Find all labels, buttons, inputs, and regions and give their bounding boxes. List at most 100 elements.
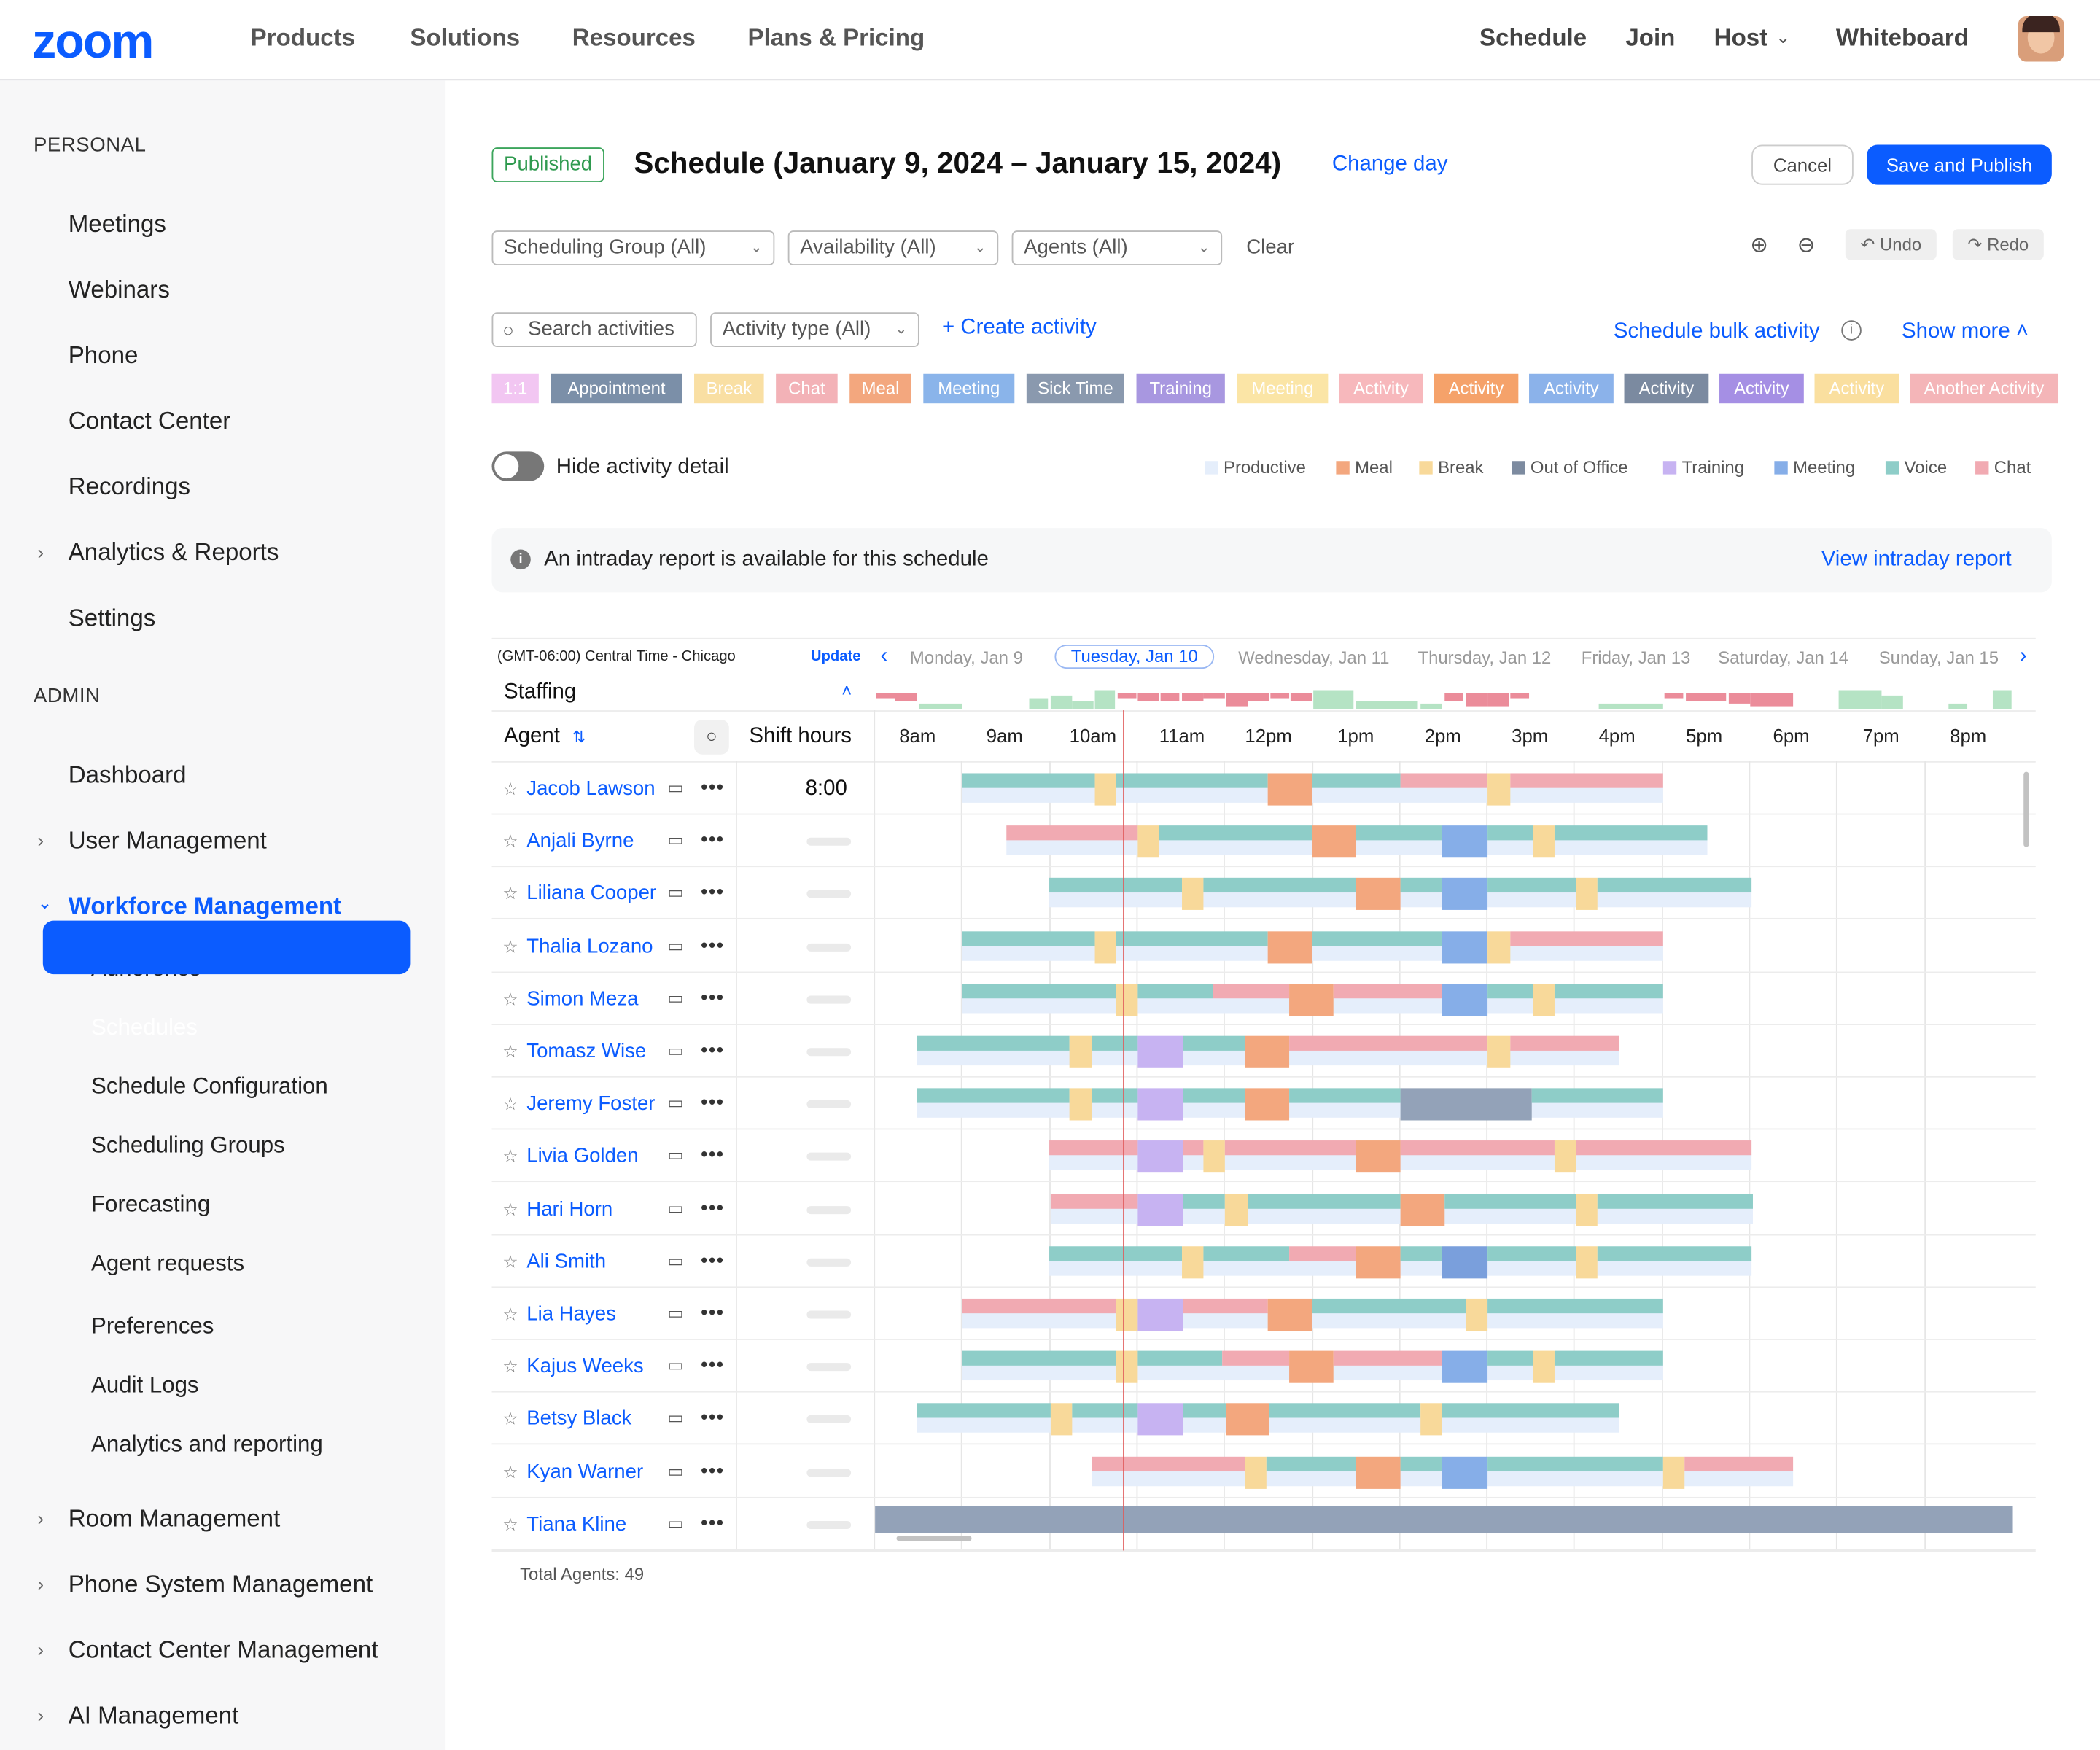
avatar[interactable] xyxy=(2018,16,2064,62)
star-icon[interactable]: ☆ xyxy=(502,1356,518,1377)
activity-segment[interactable] xyxy=(1116,983,1138,1016)
activity-segment[interactable] xyxy=(1662,1456,1685,1489)
activity-segment[interactable] xyxy=(1049,1140,1138,1156)
activity-segment[interactable] xyxy=(1333,983,1442,998)
activity-segment[interactable] xyxy=(1183,1140,1204,1156)
sidebar-item-workforce-management[interactable]: Workforce Management xyxy=(68,892,342,919)
activity-segment[interactable] xyxy=(1183,1193,1225,1209)
activity-segment[interactable] xyxy=(1049,1245,1183,1261)
chat-icon[interactable]: ▭ xyxy=(667,987,684,1008)
agents-select[interactable]: Agents (All) ⌄ xyxy=(1011,230,1223,265)
activity-segment[interactable] xyxy=(1222,1350,1290,1366)
chevron-right-icon[interactable]: › xyxy=(37,1638,44,1661)
scheduling-group-select[interactable]: Scheduling Group (All) ⌄ xyxy=(491,230,775,265)
activity-segment[interactable] xyxy=(1069,1035,1092,1068)
chat-icon[interactable]: ▭ xyxy=(667,830,684,850)
activity-segment[interactable] xyxy=(1183,1088,1245,1103)
shift-hours-value[interactable]: 8:00 xyxy=(805,777,847,801)
activity-segment[interactable] xyxy=(1138,825,1159,858)
activity-segment[interactable] xyxy=(1420,1403,1442,1436)
more-icon[interactable]: ••• xyxy=(701,776,725,798)
day-saturday[interactable]: Saturday, Jan 14 xyxy=(1718,647,1849,668)
activity-segment[interactable] xyxy=(917,1088,1070,1103)
agent-name[interactable]: Kajus Weeks xyxy=(526,1355,644,1378)
activity-segment[interactable] xyxy=(1092,1088,1138,1103)
search-icon[interactable]: ○ xyxy=(694,719,729,755)
agent-column-header[interactable]: Agent xyxy=(504,725,560,748)
activity-segment[interactable] xyxy=(1576,878,1598,911)
chevron-right-icon[interactable]: › xyxy=(37,541,44,563)
chat-icon[interactable]: ▭ xyxy=(667,1250,684,1270)
activity-segment[interactable] xyxy=(1312,1298,1466,1314)
info-icon[interactable]: i xyxy=(1841,320,1862,341)
sidebar-item-phone[interactable]: Phone xyxy=(68,341,139,369)
agent-name[interactable]: Anjali Byrne xyxy=(526,830,634,853)
chat-icon[interactable]: ▭ xyxy=(667,1355,684,1376)
star-icon[interactable]: ☆ xyxy=(502,1094,518,1114)
sidebar-item-settings[interactable]: Settings xyxy=(68,604,156,631)
agent-name[interactable]: Hari Horn xyxy=(526,1197,613,1221)
activity-segment[interactable] xyxy=(1006,825,1138,841)
sidebar-item-contact-center[interactable]: Contact Center xyxy=(68,407,231,435)
activity-segment[interactable] xyxy=(1245,1088,1290,1121)
agent-name[interactable]: Thalia Lozano xyxy=(526,935,653,958)
activity-segment[interactable] xyxy=(1182,1245,1204,1278)
activity-segment[interactable] xyxy=(1356,878,1401,911)
activity-segment[interactable] xyxy=(1400,773,1488,788)
activity-segment[interactable] xyxy=(1576,1193,1598,1226)
activity-segment[interactable] xyxy=(1510,773,1663,788)
activity-segment[interactable] xyxy=(1289,983,1334,1016)
chat-icon[interactable]: ▭ xyxy=(667,1512,684,1533)
sidebar-item-contact-center-management[interactable]: Contact Center Management xyxy=(68,1636,378,1663)
activity-segment[interactable] xyxy=(1554,1140,1576,1173)
activity-segment[interactable] xyxy=(1554,1350,1663,1366)
activity-segment[interactable] xyxy=(1138,1350,1223,1366)
activity-segment[interactable] xyxy=(1138,1298,1183,1331)
activity-segment[interactable] xyxy=(1356,1456,1401,1489)
activity-segment[interactable] xyxy=(1289,1035,1488,1051)
activity-segment[interactable] xyxy=(1442,1403,1619,1419)
sidebar-item-forecasting[interactable]: Forecasting xyxy=(90,1191,211,1217)
chat-icon[interactable]: ▭ xyxy=(667,1407,684,1428)
activity-segment[interactable] xyxy=(1050,1193,1138,1209)
activity-segment[interactable] xyxy=(1116,773,1268,788)
activity-segment[interactable] xyxy=(1597,878,1752,893)
sidebar-item-agent-requests[interactable]: Agent requests xyxy=(90,1250,245,1276)
activity-segment[interactable] xyxy=(1488,1245,1576,1261)
star-icon[interactable]: ☆ xyxy=(502,1199,518,1219)
activity-segment[interactable] xyxy=(1488,1456,1663,1471)
activity-segment[interactable] xyxy=(962,1298,1116,1314)
sidebar-item-schedule-configuration[interactable]: Schedule Configuration xyxy=(90,1073,328,1100)
agent-name[interactable]: Livia Golden xyxy=(526,1145,639,1168)
activity-segment[interactable] xyxy=(1442,1456,1488,1489)
activity-segment[interactable] xyxy=(1312,825,1356,858)
star-icon[interactable]: ☆ xyxy=(502,936,518,957)
activity-segment[interactable] xyxy=(1138,1140,1183,1173)
activity-tag[interactable]: Sick Time xyxy=(1026,373,1124,404)
sidebar-item-analytics-reports[interactable]: Analytics & Reports xyxy=(68,538,279,566)
day-tuesday-selected[interactable]: Tuesday, Jan 10 xyxy=(1054,645,1215,669)
activity-segment[interactable] xyxy=(1466,1298,1488,1331)
nav-whiteboard[interactable]: Whiteboard xyxy=(1835,24,1969,51)
activity-segment[interactable] xyxy=(1289,1088,1401,1103)
activity-tag[interactable]: Another Activity xyxy=(1910,373,2059,404)
agent-name[interactable]: Jeremy Foster xyxy=(526,1092,656,1116)
activity-segment[interactable] xyxy=(1533,1350,1555,1384)
activity-segment[interactable] xyxy=(1050,1403,1073,1436)
activity-segment[interactable] xyxy=(1488,878,1576,893)
activity-segment[interactable] xyxy=(1267,773,1312,806)
activity-segment[interactable] xyxy=(1488,1350,1533,1366)
activity-segment[interactable] xyxy=(1312,930,1442,946)
star-icon[interactable]: ☆ xyxy=(502,988,518,1009)
productive-segment[interactable] xyxy=(1006,839,1708,855)
activity-segment[interactable] xyxy=(1597,1245,1752,1261)
more-icon[interactable]: ••• xyxy=(701,986,725,1008)
nav-resources[interactable]: Resources xyxy=(572,24,696,51)
activity-segment[interactable] xyxy=(1224,1140,1356,1156)
redo-button[interactable]: ↷ Redo xyxy=(1952,229,2044,260)
activity-segment[interactable] xyxy=(1533,825,1555,858)
activity-segment[interactable] xyxy=(1400,1140,1555,1156)
productive-segment[interactable] xyxy=(962,786,1663,803)
schedule-bulk-activity-link[interactable]: Schedule bulk activity xyxy=(1613,320,1820,343)
activity-segment[interactable] xyxy=(1267,1298,1312,1331)
